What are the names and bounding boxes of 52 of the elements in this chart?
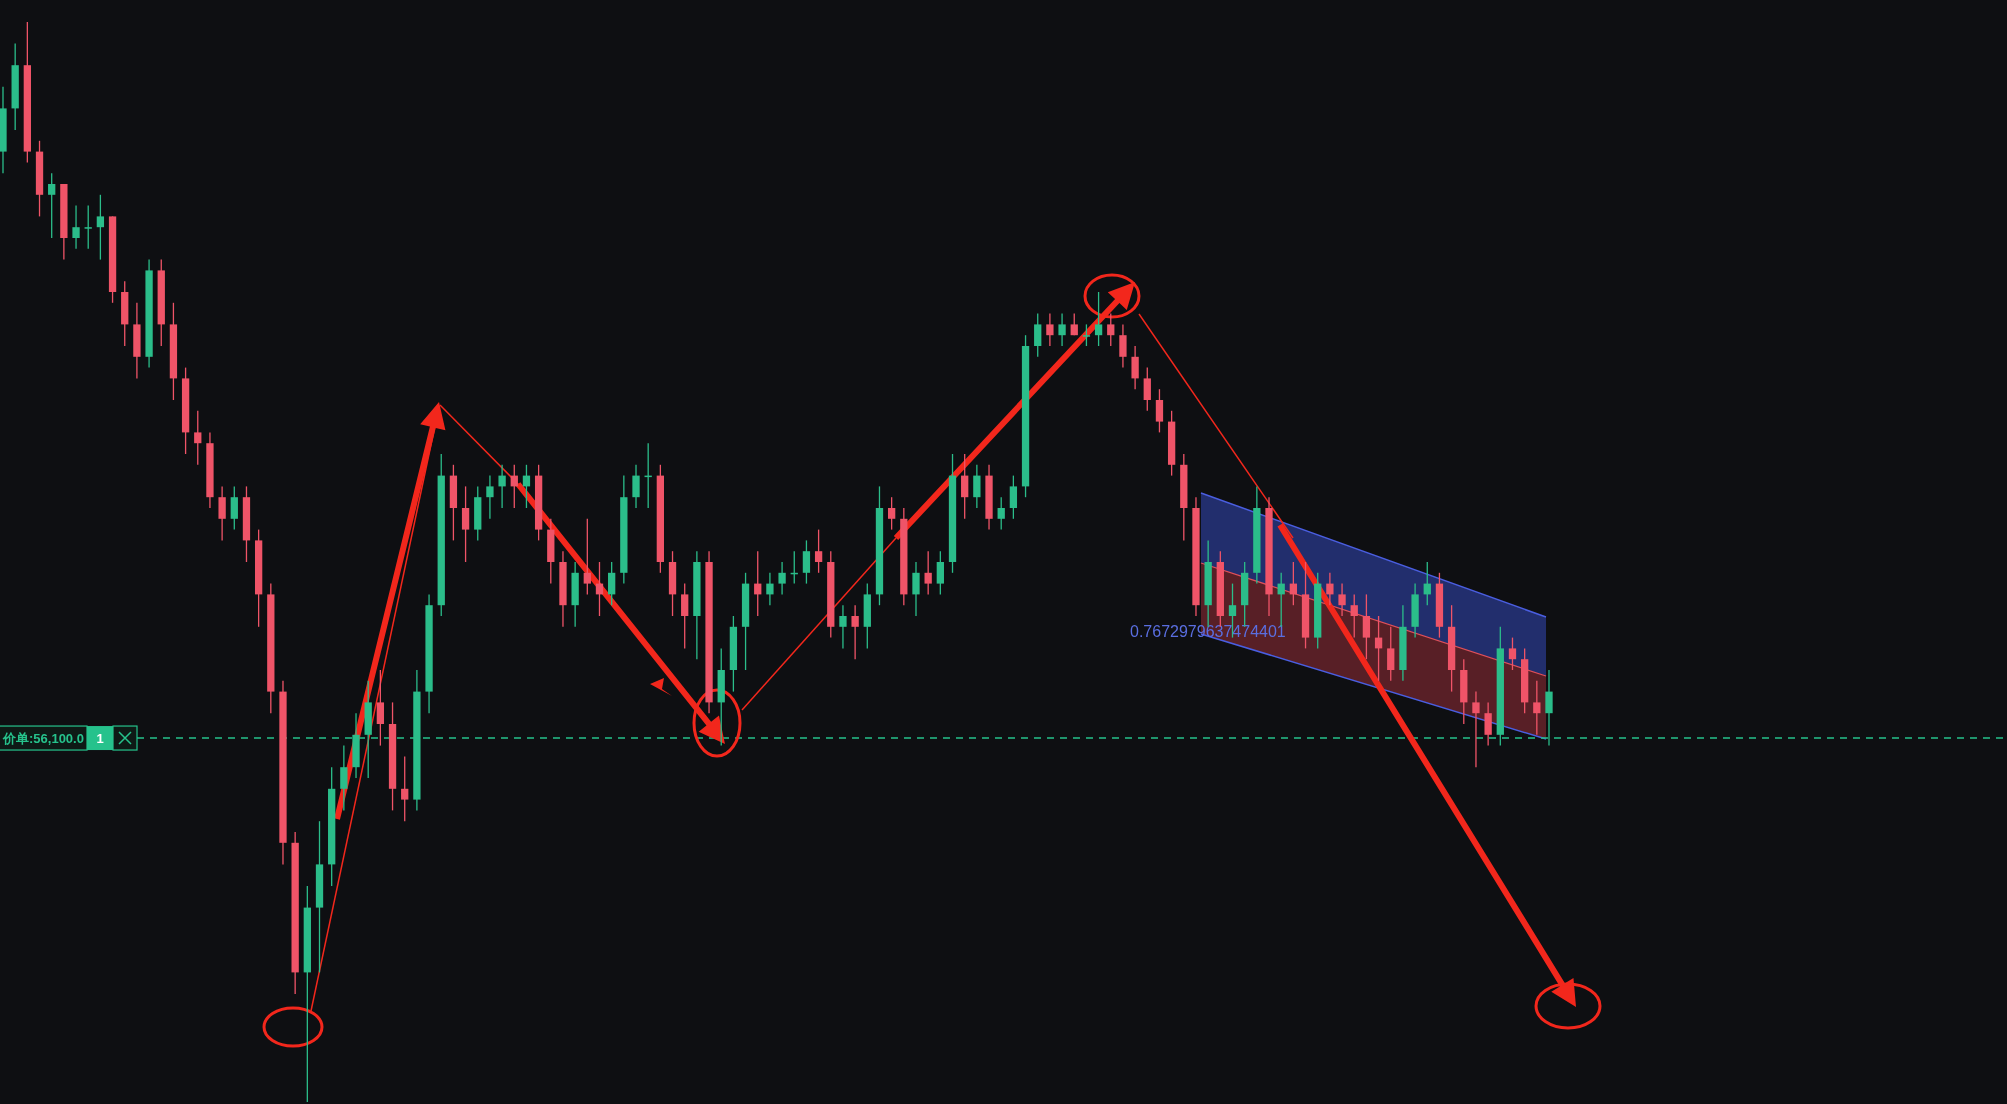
candlestick (1350, 593, 1358, 639)
candlestick (340, 744, 348, 812)
candlestick (1119, 323, 1127, 369)
candlestick (1094, 291, 1103, 347)
candlestick (1533, 680, 1541, 736)
candlestick (230, 485, 238, 531)
candlestick (1082, 323, 1091, 347)
candlestick (1034, 312, 1042, 358)
candlestick (1155, 388, 1164, 434)
candlestick (961, 453, 969, 520)
candlestick (48, 172, 56, 239)
candlestick (887, 496, 896, 531)
annotation: 1 (96, 731, 104, 747)
candlestick (1326, 572, 1334, 606)
candlestick (1484, 701, 1492, 747)
candlestick (72, 204, 80, 250)
candlestick (1508, 636, 1517, 671)
candlestick (997, 496, 1005, 531)
candlestick (608, 561, 616, 606)
candlestick (1143, 366, 1151, 412)
candlestick (1009, 474, 1018, 520)
candlestick (851, 604, 859, 660)
candlestick (1046, 312, 1054, 347)
candlestick (1362, 593, 1371, 660)
candlestick (766, 572, 774, 606)
candlestick (218, 485, 226, 542)
candlestick (912, 561, 920, 617)
candlestick (802, 539, 811, 585)
candlestick (498, 464, 506, 509)
candlestick (96, 194, 105, 261)
candlestick (936, 550, 944, 596)
candlestick (839, 604, 847, 650)
candlestick (681, 582, 689, 650)
candlestick (194, 410, 202, 466)
candlestick (486, 474, 494, 520)
candlestick (1131, 345, 1139, 390)
candlestick (1387, 626, 1395, 682)
candlestick (401, 755, 409, 822)
candlestick (632, 464, 640, 509)
candlestick (814, 528, 823, 574)
candlestick (778, 561, 786, 596)
annotation: 价单:56,100.0 (2, 731, 84, 747)
candlestick (1107, 312, 1115, 347)
candlestick (461, 485, 470, 563)
candlestick (973, 464, 981, 509)
candlestick (1058, 312, 1066, 347)
candlestick (583, 518, 591, 596)
candlestick (1472, 690, 1480, 768)
candlestick (376, 669, 385, 747)
candlestick (84, 204, 92, 250)
candlestick (1338, 582, 1346, 617)
candlestick (924, 550, 932, 596)
